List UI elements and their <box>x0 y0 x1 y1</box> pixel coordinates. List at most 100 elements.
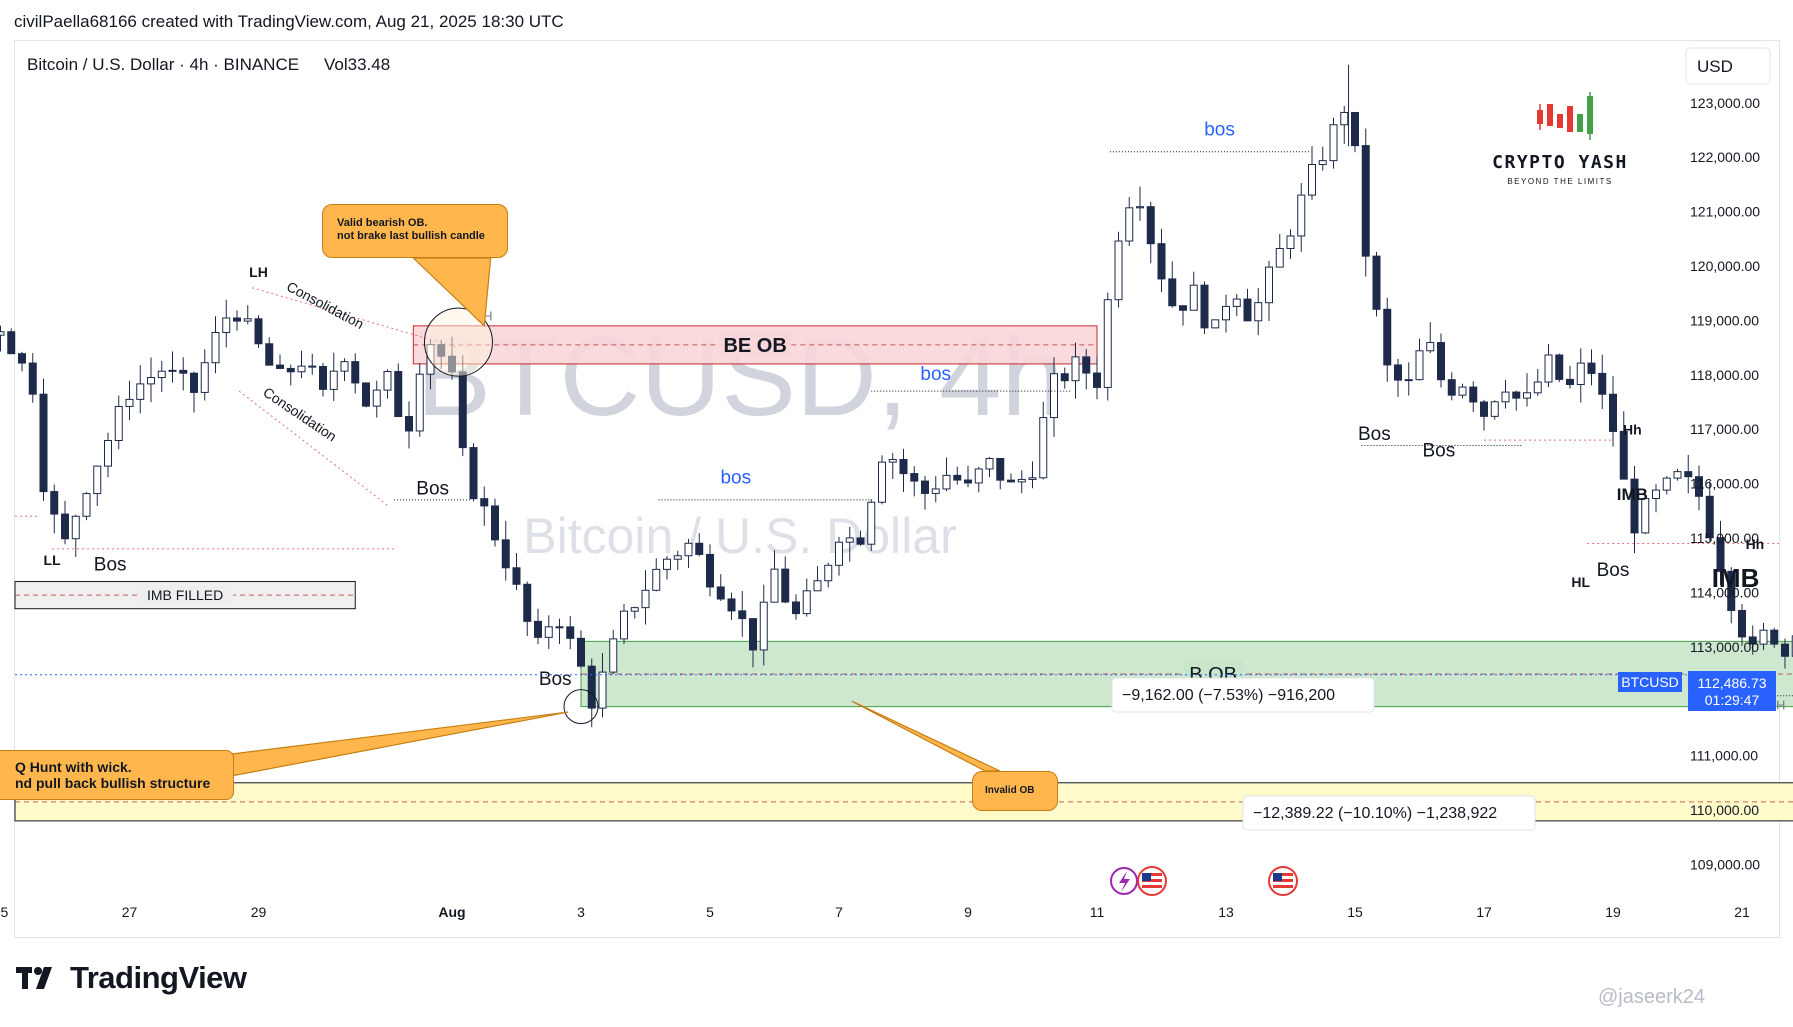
candle-body <box>276 364 284 369</box>
candle-body <box>630 607 639 612</box>
annotation-hh: Hh <box>1623 422 1642 438</box>
candle-body <box>1415 350 1424 381</box>
candle-body <box>1060 373 1069 382</box>
x-tick-label: 29 <box>251 904 267 920</box>
x-tick-label: 25 <box>0 904 8 920</box>
candle-body <box>781 568 790 603</box>
y-tick-label: 121,000.00 <box>1690 204 1760 220</box>
y-tick-label: 120,000.00 <box>1690 258 1760 274</box>
candle-body <box>1630 478 1639 534</box>
us-flag-icon[interactable] <box>1268 866 1298 896</box>
projection-label: −12,389.22 (−10.10%) −1,238,922 <box>1253 805 1497 822</box>
candle-body <box>319 366 327 390</box>
callout-pointer <box>411 257 492 328</box>
y-tick-label: 114,000.00 <box>1690 584 1759 600</box>
candle-body <box>523 583 532 622</box>
zones-layer: BE OBB OBIMBIMB FILLED <box>14 287 1793 822</box>
candle-body <box>362 382 370 407</box>
x-tick-label: 19 <box>1605 904 1621 920</box>
candle-body <box>1609 393 1617 432</box>
candle-body <box>168 369 177 372</box>
candle-body <box>749 618 757 651</box>
candle-body <box>835 541 843 566</box>
candle-body <box>867 501 876 545</box>
annotation-imb: IMB <box>1712 563 1760 593</box>
zone-label: IMB FILLED <box>147 587 223 603</box>
candle-body <box>125 398 134 407</box>
annotation-ll: LL <box>44 552 62 568</box>
callout-line: Q Hunt with wick. <box>15 759 132 775</box>
annotation-hl: HL <box>1571 574 1590 590</box>
event-icon-lightning[interactable] <box>1110 867 1138 895</box>
projection-label-bg <box>1242 795 1536 831</box>
candle-body <box>1318 160 1327 166</box>
annotation-hh: Hh <box>1746 536 1765 552</box>
annotation-bos: Bos <box>416 478 449 499</box>
annotation-lh: LH <box>249 264 268 280</box>
candle-body <box>340 361 349 372</box>
candle-body <box>286 367 295 373</box>
candle-body <box>695 542 704 555</box>
candle-body <box>845 537 854 543</box>
price-tag-price: 112,486.73 <box>1697 675 1766 691</box>
candle-body <box>0 331 5 336</box>
candle-body <box>974 468 983 484</box>
x-tick-label: 17 <box>1476 904 1492 920</box>
candle-body <box>953 474 962 481</box>
x-tick-label: 5 <box>706 904 714 920</box>
chart-frame[interactable] <box>14 40 1780 938</box>
us-flag-icon[interactable] <box>1137 866 1167 896</box>
candle-body <box>738 610 747 620</box>
candle-body <box>415 373 424 432</box>
candle-body <box>684 542 693 557</box>
y-tick-label: 123,000.00 <box>1690 95 1760 111</box>
candle-body <box>856 537 865 545</box>
candle-body <box>50 491 59 515</box>
y-tick-label: 113,000.00 <box>1690 639 1759 655</box>
candle-body <box>931 488 940 494</box>
candle-body <box>512 567 521 585</box>
candle-body <box>1286 235 1295 249</box>
annotation-bos: Bos <box>1358 424 1391 445</box>
candle-body <box>1372 255 1381 310</box>
candles-layer <box>0 64 1793 728</box>
candle-body <box>792 601 800 615</box>
y-tick-label: 117,000.00 <box>1690 421 1759 437</box>
candle-body <box>899 459 908 475</box>
trendline <box>251 287 459 349</box>
candle-body <box>308 365 317 368</box>
candle-body <box>1641 497 1650 534</box>
projections-layer: −9,162.00 (−7.53%) −916,200 −12,389.22 (−… <box>1111 677 1536 831</box>
candle-body <box>770 568 779 603</box>
candle-body <box>1179 305 1187 311</box>
candle-body <box>114 405 123 441</box>
candle-body <box>544 626 553 638</box>
candle-body <box>18 353 26 364</box>
candle-body <box>329 370 338 390</box>
candle-body <box>1759 629 1768 645</box>
callout-line: Valid bearish OB. <box>337 217 428 229</box>
price-tag-bg <box>1688 671 1776 711</box>
lh-circle-marker <box>423 307 493 377</box>
candle-body <box>254 318 263 345</box>
candle-body <box>673 555 682 560</box>
x-tick-label: 13 <box>1218 904 1234 920</box>
y-tick-label: 110,000.00 <box>1690 802 1759 818</box>
candle-body <box>1770 629 1779 645</box>
candle-body <box>1157 243 1166 280</box>
symbol-line: Bitcoin / U.S. Dollar · 4h · BINANCE <box>27 55 299 74</box>
chart-canvas[interactable]: BTCUSD, 4h Bitcoin / U.S. Dollar BE OBB … <box>0 0 1793 960</box>
candle-body <box>802 590 811 615</box>
candle-body <box>383 371 392 391</box>
candle-body <box>964 479 972 484</box>
tradingview-logo[interactable]: TradingView <box>16 960 247 996</box>
candle-body <box>1017 478 1026 483</box>
annotation-consolidation: Consolidation <box>284 278 366 332</box>
annotation-bos: bos <box>720 468 751 489</box>
currency-button[interactable]: USD <box>1697 57 1733 76</box>
x-tick-label: 21 <box>1734 904 1750 920</box>
currency-button-bg[interactable] <box>1685 47 1771 85</box>
callout-valid-bearish-ob: Valid bearish OB. not brake last bullish… <box>322 204 508 258</box>
wick-circle-marker <box>563 689 599 725</box>
author-handle: @jaseerk24 <box>1598 986 1706 1008</box>
